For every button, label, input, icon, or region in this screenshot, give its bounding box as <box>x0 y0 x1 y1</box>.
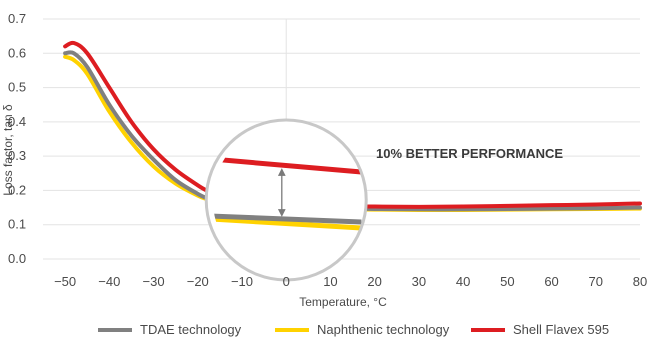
x-tick-label: −50 <box>54 274 76 289</box>
y-tick-label: 0.7 <box>8 11 26 26</box>
legend-label: Shell Flavex 595 <box>513 322 609 337</box>
y-tick-label: 0.1 <box>8 217 26 232</box>
y-tick-label: 0.4 <box>8 114 26 129</box>
x-tick-label: 80 <box>633 274 647 289</box>
magnified-line-naphthenic-technology <box>213 216 362 231</box>
x-tick-label: 30 <box>412 274 426 289</box>
magnifier-content <box>213 156 362 231</box>
x-tick-label: 0 <box>283 274 290 289</box>
magnifier <box>204 118 368 282</box>
x-axis-title: Temperature, °C <box>299 295 387 309</box>
y-tick-label: 0.0 <box>8 251 26 266</box>
y-tick-label: 0.2 <box>8 182 26 197</box>
annotation-callout: 10% BETTER PERFORMANCE <box>376 146 563 161</box>
y-axis-title: Loss factor, tan δ <box>1 104 15 196</box>
x-tick-label: 70 <box>589 274 603 289</box>
x-tick-label: 20 <box>367 274 381 289</box>
magnified-line-tdae-technology <box>213 213 362 225</box>
y-tick-label: 0.3 <box>8 148 26 163</box>
y-axis-ticks: 0.0 0.1 0.2 0.3 0.4 0.5 0.6 0.7 <box>8 11 26 266</box>
magnifier-ring <box>204 118 368 282</box>
x-tick-label: −40 <box>98 274 120 289</box>
magnified-line-shell-flavex-595 <box>213 156 362 175</box>
legend: TDAE technology Naphthenic technology Shel… <box>98 322 609 337</box>
y-tick-label: 0.5 <box>8 80 26 95</box>
x-tick-label: −10 <box>231 274 253 289</box>
legend-label: Naphthenic technology <box>317 322 450 337</box>
x-tick-label: 60 <box>544 274 558 289</box>
x-tick-label: −30 <box>143 274 165 289</box>
x-tick-label: −20 <box>187 274 209 289</box>
y-tick-label: 0.6 <box>8 45 26 60</box>
legend-label: TDAE technology <box>140 322 242 337</box>
x-tick-label: 10 <box>323 274 337 289</box>
x-axis-ticks: −50 −40 −30 −20 −10 0 10 20 30 40 50 60 70 80 <box>54 274 647 289</box>
x-tick-label: 40 <box>456 274 470 289</box>
x-tick-label: 50 <box>500 274 514 289</box>
